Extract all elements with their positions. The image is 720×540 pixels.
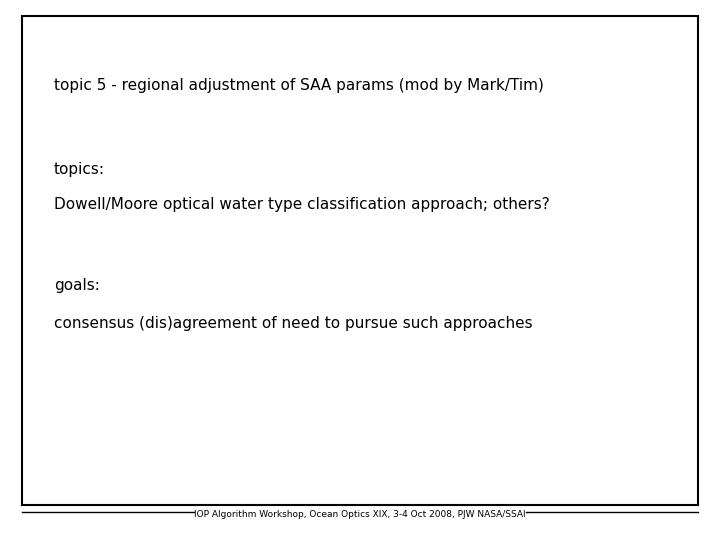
Text: topic 5 - regional adjustment of SAA params (mod by Mark/Tim): topic 5 - regional adjustment of SAA par… <box>54 78 544 93</box>
Text: consensus (dis)agreement of need to pursue such approaches: consensus (dis)agreement of need to purs… <box>54 316 533 331</box>
Text: IOP Algorithm Workshop, Ocean Optics XIX, 3-4 Oct 2008, PJW NASA/SSAI: IOP Algorithm Workshop, Ocean Optics XIX… <box>194 510 526 519</box>
Text: Dowell/Moore optical water type classification approach; others?: Dowell/Moore optical water type classifi… <box>54 197 550 212</box>
Text: topics:: topics: <box>54 162 105 177</box>
Text: goals:: goals: <box>54 278 100 293</box>
